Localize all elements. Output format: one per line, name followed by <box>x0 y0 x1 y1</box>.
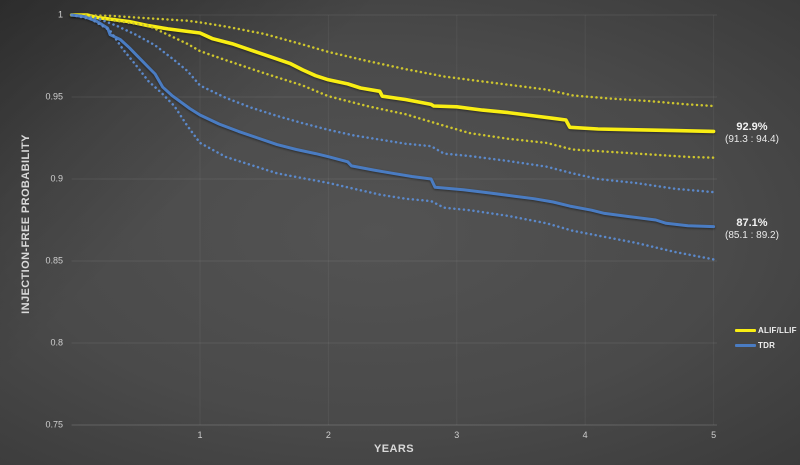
curve-tdr-lower-95-ci <box>70 13 715 261</box>
annotation-tdr: 87.1% (85.1 : 89.2) <box>704 217 800 242</box>
y-tick-label: 0.9 <box>50 173 63 184</box>
tdr-line-swatch <box>735 344 756 347</box>
y-tick-label: 0.8 <box>50 337 63 348</box>
legend-label-alif-llif: ALIF/LLIF <box>758 326 797 335</box>
legend-item-alif-llif: ALIF/LLIF <box>735 323 797 338</box>
curve-alif-llif-lower-95-ci <box>70 13 715 159</box>
alif-llif-line-swatch <box>735 329 756 332</box>
annotation-tdr-value: 87.1% <box>736 217 768 229</box>
curve-tdr <box>70 13 716 229</box>
x-tick-label: 4 <box>582 430 588 440</box>
annotation-alif-ci: (91.3 : 94.4) <box>725 133 779 145</box>
annotation-tdr-ci: (85.1 : 89.2) <box>725 229 779 241</box>
curve-tdr-upper-95-ci <box>70 13 715 194</box>
curve-alif-llif <box>69 13 716 134</box>
x-tick-label: 1 <box>197 430 203 440</box>
y-tick-label: 0.85 <box>45 255 63 266</box>
x-tick-label: 2 <box>325 430 331 440</box>
x-tick-label: 5 <box>711 430 717 440</box>
x-axis-title: YEARS <box>374 443 414 455</box>
y-tick-label: 0.95 <box>45 91 63 102</box>
y-axis-title: INJECTION-FREE PROBABILITY <box>20 134 32 314</box>
annotation-alif-value: 92.9% <box>736 121 768 133</box>
y-tick-label: 0.75 <box>45 419 63 430</box>
annotation-alif-llif: 92.9% (91.3 : 94.4) <box>704 121 800 146</box>
x-tick-label: 3 <box>454 430 460 440</box>
legend-item-tdr: TDR <box>735 338 797 353</box>
legend-label-tdr: TDR <box>758 341 776 350</box>
y-tick-label: 1 <box>57 9 63 20</box>
legend: ALIF/LLIF TDR <box>735 323 797 353</box>
